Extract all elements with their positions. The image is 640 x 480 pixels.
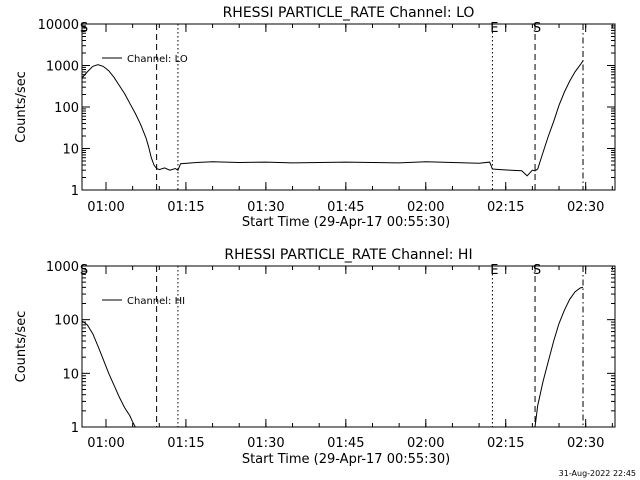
- y-tick-label: 1: [71, 421, 79, 436]
- legend-label: Channel: LO: [127, 54, 188, 65]
- event-marker-label: E: [490, 263, 498, 278]
- y-tick-label: 10: [62, 367, 79, 382]
- y-tick-label: 10: [62, 143, 79, 158]
- hi-channel-chart: RHESSI PARTICLE_RATE Channel: HI Start Ti…: [14, 247, 616, 467]
- chart-title: RHESSI PARTICLE_RATE Channel: HI: [224, 247, 472, 263]
- x-tick-label: 01:30: [247, 436, 284, 451]
- event-marker-label: S: [80, 21, 88, 36]
- x-tick-label: 02:30: [567, 200, 604, 215]
- y-tick-label: 1000: [46, 60, 79, 75]
- data-series-line: [534, 286, 584, 428]
- data-series-line: [81, 320, 136, 428]
- chart-title: RHESSI PARTICLE_RATE Channel: LO: [223, 5, 475, 21]
- event-marker-label: S: [80, 263, 88, 278]
- x-tick-label: 01:15: [167, 200, 204, 215]
- x-tick-label: 01:15: [167, 436, 204, 451]
- x-tick-label: 02:15: [487, 436, 524, 451]
- x-axis-label: Start Time (29-Apr-17 00:55:30): [242, 215, 450, 230]
- x-tick-label: 02:00: [407, 436, 444, 451]
- event-marker-label: E: [490, 21, 498, 36]
- event-marker-label: S: [533, 263, 541, 278]
- plot-frame: [81, 265, 616, 428]
- x-axis-label: Start Time (29-Apr-17 00:55:30): [242, 452, 450, 467]
- y-axis-label: Counts/sec: [14, 71, 29, 143]
- event-marker-label: S: [533, 21, 541, 36]
- y-tick-label: 1: [71, 184, 79, 199]
- legend-label: Channel: HI: [127, 296, 185, 307]
- x-tick-label: 01:00: [87, 200, 124, 215]
- x-tick-label: 01:45: [327, 436, 364, 451]
- x-tick-label: 01:30: [247, 200, 284, 215]
- x-tick-label: 02:00: [407, 200, 444, 215]
- x-tick-label: 01:00: [87, 436, 124, 451]
- y-tick-label: 10000: [38, 18, 79, 33]
- x-tick-label: 02:15: [487, 200, 524, 215]
- x-tick-label: 01:45: [327, 200, 364, 215]
- timestamp: 31-Aug-2022 22:45: [559, 469, 636, 478]
- y-axis-label: Counts/sec: [14, 311, 29, 383]
- lo-channel-chart: RHESSI PARTICLE_RATE Channel: LO Start Ti…: [14, 5, 616, 230]
- y-tick-label: 1000: [46, 260, 79, 275]
- y-tick-label: 100: [54, 101, 79, 116]
- y-tick-label: 100: [54, 314, 79, 329]
- data-series-line: [81, 60, 584, 177]
- x-tick-label: 02:30: [567, 436, 604, 451]
